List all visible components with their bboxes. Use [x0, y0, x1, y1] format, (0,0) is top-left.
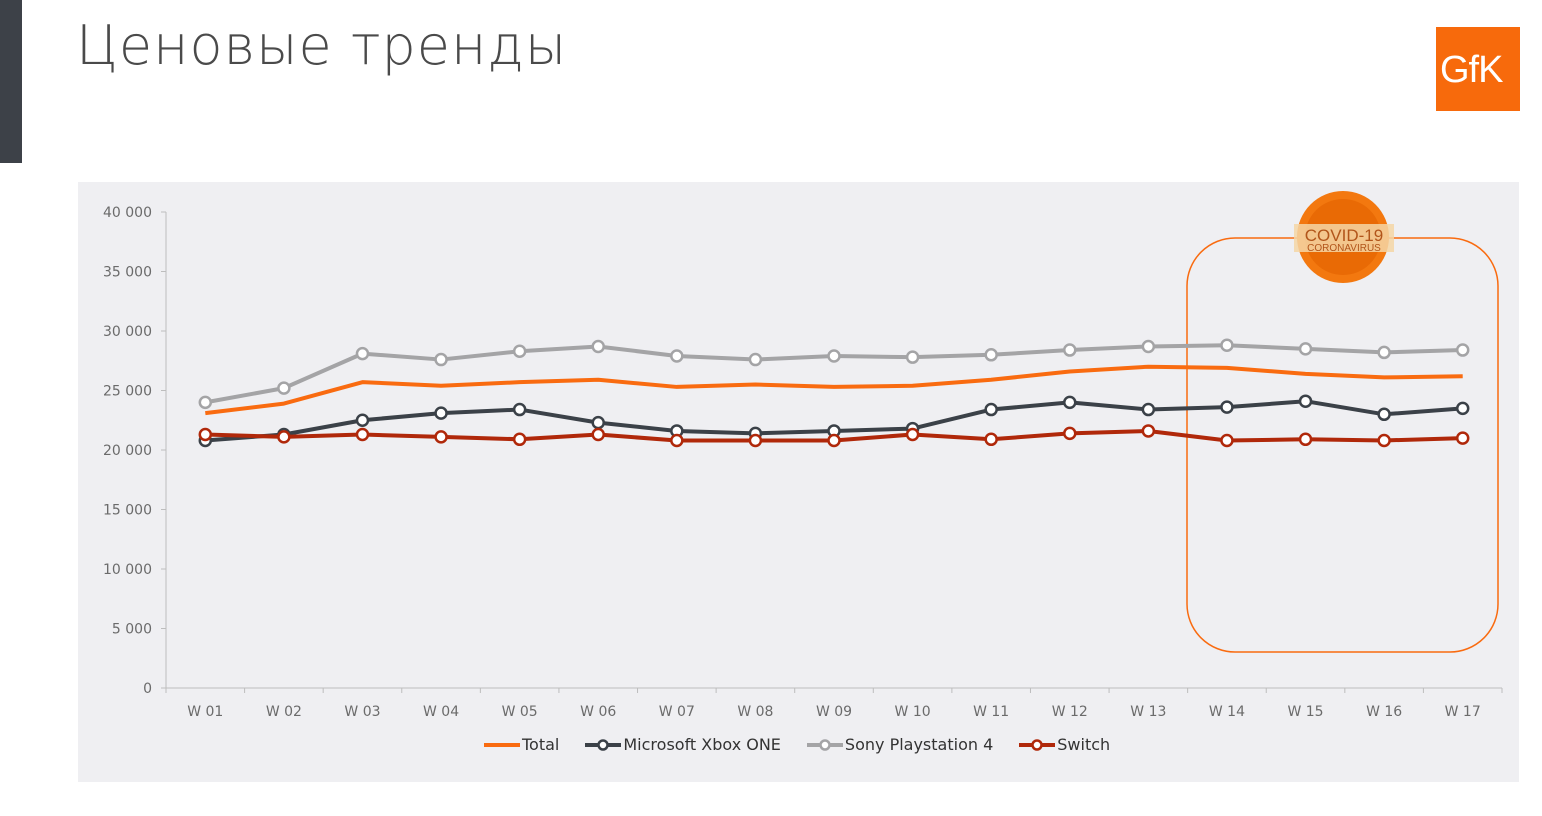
data-point-sony-playstation-4 [277, 381, 291, 395]
x-tick-label: W 06 [580, 704, 616, 720]
data-point-switch [1377, 433, 1391, 448]
chart-panel [78, 182, 1519, 782]
data-point-sony-playstation-4 [198, 395, 213, 410]
legend-swatch-xbox [585, 738, 622, 751]
page-title: Ценовые тренды [76, 14, 568, 77]
legend-item-xbox: Microsoft Xbox ONE [585, 735, 781, 754]
data-point-microsoft-xbox-one [984, 402, 998, 417]
data-point-microsoft-xbox-one [591, 415, 605, 430]
data-point-switch [748, 433, 763, 448]
data-point-switch [1455, 431, 1470, 445]
data-point-switch [198, 427, 213, 442]
data-point-sony-playstation-4 [748, 352, 763, 367]
x-tick-label: W 13 [1130, 704, 1166, 720]
x-tick-label: W 16 [1366, 704, 1402, 720]
legend-label: Sony Playstation 4 [844, 735, 994, 754]
gfk-logo: GfK [1436, 27, 1520, 111]
series-total [205, 364, 1463, 416]
data-point-switch [512, 432, 527, 447]
data-point-microsoft-xbox-one [1141, 402, 1156, 417]
x-tick-label: W 01 [187, 704, 223, 720]
data-point-switch [905, 427, 920, 442]
x-tick-label: W 08 [737, 704, 773, 720]
data-point-sony-playstation-4 [984, 348, 998, 362]
x-tick-label: W 14 [1209, 704, 1245, 720]
x-tick-label: W 15 [1287, 704, 1323, 720]
data-point-microsoft-xbox-one [1377, 407, 1391, 422]
legend-swatch-total [484, 742, 520, 747]
y-tick-label: 40 000 [103, 205, 152, 221]
data-point-switch [827, 433, 841, 448]
data-point-sony-playstation-4 [1141, 339, 1156, 354]
data-point-microsoft-xbox-one [1298, 394, 1313, 408]
data-point-sony-playstation-4 [1063, 343, 1077, 357]
chart-legend: Total Microsoft Xbox ONE Sony Playstatio… [484, 735, 1110, 754]
data-point-switch [1141, 424, 1156, 438]
x-tick-label: W 09 [816, 704, 852, 720]
data-point-microsoft-xbox-one [355, 413, 370, 427]
data-point-sony-playstation-4 [670, 349, 684, 363]
x-tick-label: W 11 [973, 704, 1009, 720]
series-line-total [205, 364, 1463, 416]
x-tick-label: W 07 [659, 704, 695, 720]
series-switch [198, 424, 1470, 448]
data-point-sony-playstation-4 [434, 352, 448, 367]
x-tick-label: W 04 [423, 704, 459, 720]
legend-label: Switch [1057, 735, 1111, 754]
x-tick-label: W 02 [266, 704, 302, 720]
y-tick-label: 10 000 [103, 562, 152, 578]
data-point-microsoft-xbox-one [512, 402, 527, 417]
x-tick-label: W 17 [1445, 704, 1481, 720]
data-point-sony-playstation-4 [591, 339, 605, 354]
data-point-switch [355, 427, 370, 442]
y-tick-label: 35 000 [103, 265, 152, 281]
covid-highlight-box [1186, 237, 1499, 653]
x-tick-label: W 10 [895, 704, 931, 720]
data-point-switch [1298, 432, 1313, 447]
data-point-switch [984, 432, 998, 447]
x-tick-label: W 12 [1052, 704, 1088, 720]
series-sony-playstation-4 [198, 338, 1470, 410]
legend-label: Microsoft Xbox ONE [623, 735, 781, 754]
data-point-switch [1063, 426, 1077, 441]
data-point-microsoft-xbox-one [1063, 395, 1077, 410]
data-point-microsoft-xbox-one [434, 406, 448, 420]
data-point-switch [277, 430, 291, 444]
data-point-switch [591, 427, 605, 442]
data-point-sony-playstation-4 [1455, 343, 1470, 357]
x-tick-label: W 05 [502, 704, 538, 720]
data-point-sony-playstation-4 [1220, 338, 1234, 353]
logo-text: GfK [1440, 49, 1503, 91]
legend-swatch-switch [1019, 738, 1056, 751]
data-point-sony-playstation-4 [905, 350, 920, 364]
data-point-switch [1220, 433, 1234, 448]
legend-label: Total [522, 735, 560, 754]
data-point-switch [670, 433, 684, 448]
legend-item-total: Total [484, 735, 559, 754]
data-point-switch [434, 430, 448, 444]
y-tick-label: 20 000 [103, 443, 152, 459]
series-microsoft-xbox-one [198, 394, 1470, 448]
data-point-sony-playstation-4 [512, 344, 527, 358]
legend-swatch-ps4 [806, 738, 843, 751]
data-point-microsoft-xbox-one [1455, 401, 1470, 416]
x-tick-label: W 03 [344, 704, 380, 720]
data-point-sony-playstation-4 [827, 349, 841, 363]
data-point-sony-playstation-4 [355, 346, 370, 361]
y-tick-label: 15 000 [103, 503, 152, 519]
data-point-sony-playstation-4 [1377, 345, 1391, 360]
coronavirus-label: CORONAVIRUS [1307, 243, 1381, 254]
legend-item-switch: Switch [1019, 735, 1110, 754]
sidebar-accent-bar [0, 0, 22, 163]
y-tick-label: 0 [143, 681, 152, 697]
covid-label: COVID-19 [1305, 226, 1383, 245]
data-point-sony-playstation-4 [1298, 342, 1313, 356]
y-tick-label: 25 000 [103, 384, 152, 400]
covid-virus-icon: COVID-19 CORONAVIRUS [1294, 191, 1394, 283]
data-point-microsoft-xbox-one [1220, 400, 1234, 414]
legend-item-ps4: Sony Playstation 4 [806, 735, 994, 754]
y-tick-label: 5 000 [112, 622, 152, 638]
y-tick-label: 30 000 [103, 324, 152, 340]
